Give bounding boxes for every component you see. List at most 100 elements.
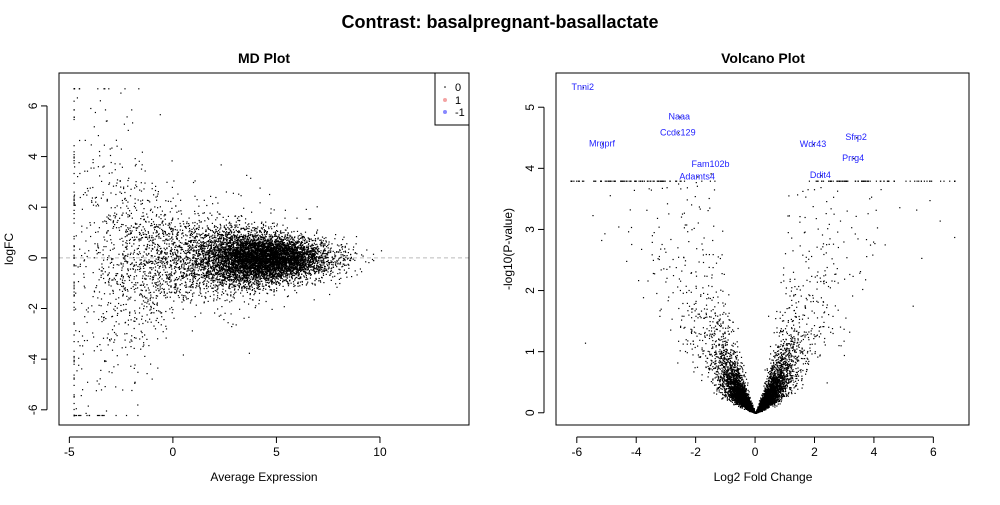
- md-point: [205, 242, 206, 243]
- md-point: [198, 229, 199, 230]
- md-point: [177, 230, 178, 231]
- md-point: [118, 265, 119, 266]
- md-point: [114, 224, 115, 225]
- md-point: [109, 279, 110, 280]
- md-point: [103, 237, 104, 238]
- md-point: [75, 309, 76, 310]
- md-point: [141, 204, 142, 205]
- md-point: [254, 227, 255, 228]
- md-point: [177, 239, 178, 240]
- md-point: [233, 193, 234, 194]
- md-point: [327, 245, 328, 246]
- md-point: [323, 273, 324, 274]
- md-point: [291, 231, 292, 232]
- md-point: [165, 295, 166, 296]
- md-point: [245, 218, 246, 219]
- md-point: [335, 265, 336, 266]
- md-point: [119, 192, 120, 193]
- md-point: [328, 247, 329, 248]
- md-point: [300, 233, 301, 234]
- md-point: [109, 272, 110, 273]
- md-point: [203, 262, 204, 263]
- md-point: [325, 237, 326, 238]
- md-point: [192, 282, 193, 283]
- md-point: [127, 116, 128, 117]
- md-point: [137, 269, 138, 270]
- md-point: [92, 187, 93, 188]
- md-point: [139, 308, 140, 309]
- md-point: [198, 270, 199, 271]
- md-point: [127, 243, 128, 244]
- md-point: [151, 250, 152, 251]
- md-point: [115, 306, 116, 307]
- md-point: [74, 183, 75, 184]
- md-point: [108, 184, 109, 185]
- md-point: [259, 293, 260, 294]
- md-point: [195, 238, 196, 239]
- md-point: [203, 241, 204, 242]
- md-point: [186, 221, 187, 222]
- md-point: [260, 202, 261, 203]
- md-point: [239, 231, 240, 232]
- md-point: [239, 309, 240, 310]
- md-point: [111, 172, 112, 173]
- md-point: [167, 283, 168, 284]
- md-point: [333, 262, 334, 263]
- md-point: [94, 257, 95, 258]
- md-point: [140, 285, 141, 286]
- md-point: [145, 230, 146, 231]
- md-point: [100, 350, 101, 351]
- md-point: [200, 235, 201, 236]
- md-point: [111, 262, 112, 263]
- md-point: [219, 298, 220, 299]
- md-point: [261, 239, 262, 240]
- md-point: [268, 227, 269, 228]
- md-point: [147, 244, 148, 245]
- md-point: [89, 222, 90, 223]
- md-point: [184, 265, 185, 266]
- md-point: [284, 238, 285, 239]
- md-point: [198, 234, 199, 235]
- md-point: [143, 300, 144, 301]
- md-point: [226, 281, 227, 282]
- md-point: [309, 239, 310, 240]
- md-point: [83, 273, 84, 274]
- md-point: [200, 264, 201, 265]
- md-point: [74, 394, 75, 395]
- md-point: [345, 273, 346, 274]
- md-point: [77, 176, 78, 177]
- md-point: [274, 289, 275, 290]
- md-point: [365, 261, 366, 262]
- md-point: [168, 240, 169, 241]
- md-point: [309, 270, 310, 271]
- md-point: [189, 281, 190, 282]
- md-point: [161, 324, 162, 325]
- md-point: [144, 271, 145, 272]
- md-point: [271, 208, 272, 209]
- md-point: [186, 264, 187, 265]
- md-point: [107, 201, 108, 202]
- md-point: [254, 281, 255, 282]
- md-point: [116, 273, 117, 274]
- md-point: [147, 239, 148, 240]
- md-point: [102, 221, 103, 222]
- md-point: [325, 266, 326, 267]
- md-point: [152, 279, 153, 280]
- md-point: [90, 108, 91, 109]
- md-point: [237, 284, 238, 285]
- md-point: [133, 243, 134, 244]
- md-point: [114, 278, 115, 279]
- md-point: [214, 263, 215, 264]
- md-point: [123, 294, 124, 295]
- md-point: [243, 282, 244, 283]
- md-point: [103, 249, 104, 250]
- md-point: [292, 241, 293, 242]
- md-point: [110, 148, 111, 149]
- md-point: [125, 232, 126, 233]
- md-point: [323, 253, 324, 254]
- md-point: [115, 299, 116, 300]
- md-plot-title: MD Plot: [238, 50, 290, 66]
- md-point: [129, 280, 130, 281]
- md-point: [306, 275, 307, 276]
- md-point: [108, 267, 109, 268]
